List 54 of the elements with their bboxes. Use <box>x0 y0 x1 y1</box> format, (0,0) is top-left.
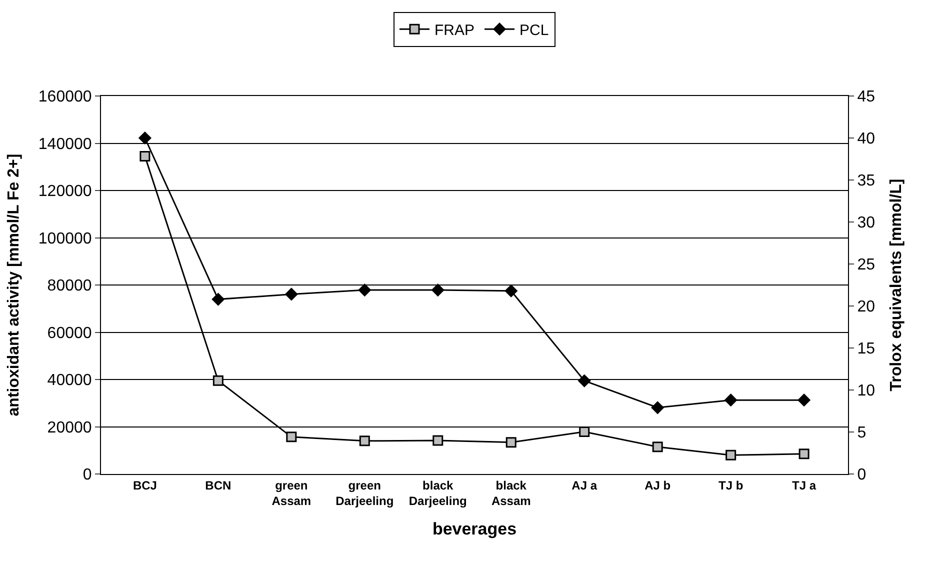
point <box>798 448 810 460</box>
point <box>432 435 444 446</box>
y2-tick-label: 35 <box>857 172 876 190</box>
y-tick-label: 80000 <box>47 278 92 295</box>
y-tick-label: 160000 <box>38 88 92 106</box>
point <box>212 292 225 306</box>
x-tick-label: BCJ <box>132 478 157 492</box>
point <box>651 401 664 414</box>
x-tick-label: TJ b <box>718 478 744 492</box>
x-axis-title: beverages <box>432 519 517 538</box>
y2-tick-label: 20 <box>857 298 876 316</box>
y-tick-label: 140000 <box>38 136 92 153</box>
y-tick-label: 0 <box>82 466 92 484</box>
y2-tick-label: 25 <box>857 256 876 274</box>
y2-tick-label: 40 <box>857 130 876 148</box>
y2-tick-label: 10 <box>857 382 876 400</box>
point <box>212 375 224 386</box>
point <box>579 426 590 437</box>
y-tick-label: 100000 <box>38 230 92 248</box>
x-tick-label: BCN <box>205 478 232 492</box>
x-tick-label: black Darjeeling <box>408 478 467 508</box>
point <box>652 442 663 452</box>
y-tick-label: 120000 <box>38 183 92 200</box>
x-tick-label: TJ a <box>792 478 816 492</box>
point <box>578 374 591 388</box>
y2-tick-label: 5 <box>857 424 866 442</box>
y-axis-title: antioxidant activity [mmol/L Fe 2+] <box>5 154 22 416</box>
y2-axis-title: Trolox equivalents [mmol/L] <box>888 178 905 392</box>
point <box>724 394 738 406</box>
legend-label: PCL <box>520 22 549 39</box>
y-tick-label: 60000 <box>47 324 92 342</box>
legend-label: FRAP <box>434 22 475 39</box>
x-tick-label: black Assam <box>491 478 531 508</box>
point <box>358 284 371 296</box>
point <box>140 150 150 162</box>
y2-tick-label: 45 <box>857 88 876 106</box>
y2-tick-label: 15 <box>857 340 876 358</box>
point <box>432 284 444 296</box>
y2-tick-label: 30 <box>857 214 876 232</box>
point <box>504 284 518 298</box>
point <box>798 394 810 406</box>
point <box>359 436 370 446</box>
x-tick-label: green Darjeeling <box>336 478 394 508</box>
x-tick-label: AJ a <box>572 478 598 492</box>
point <box>726 450 736 460</box>
point <box>286 432 297 442</box>
x-tick-label: AJ b <box>644 478 671 492</box>
point <box>506 437 516 448</box>
y-tick-label: 20000 <box>47 419 92 436</box>
x-tick-label: green Assam <box>272 478 312 508</box>
point <box>285 288 298 301</box>
y-tick-label: 40000 <box>47 372 92 390</box>
y2-tick-label: 0 <box>857 466 866 484</box>
point <box>138 132 152 144</box>
